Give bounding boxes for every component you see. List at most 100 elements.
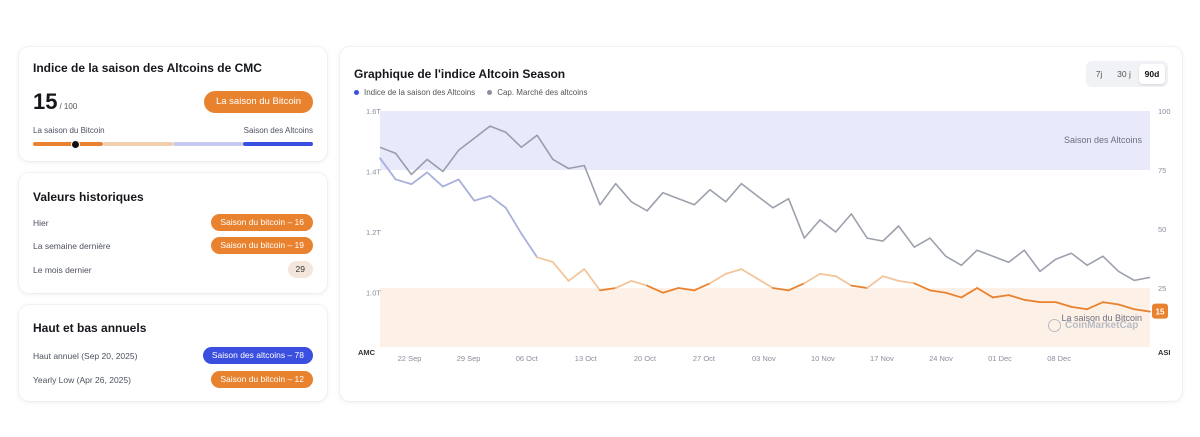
index-line-segment — [473, 195, 491, 202]
index-line-segment — [1070, 305, 1089, 311]
index-line-segment — [1086, 301, 1104, 311]
altcoin-season-chart: Saison des Altcoins La saison du Bitcoin 1… — [358, 107, 1171, 363]
annual-high-low-card: Haut et bas annuels Haut annuel (Sep 20,… — [19, 305, 327, 401]
historical-row-label: La semaine dernière — [33, 240, 111, 251]
index-line-segment — [866, 275, 884, 289]
index-line-segment — [410, 171, 429, 186]
index-line-segment — [583, 268, 601, 292]
chart-legend: Indice de la saison des Altcoins Cap. Ma… — [354, 88, 587, 97]
market-cap-line — [379, 125, 1151, 282]
chart-card: Graphique de l'indice Altcoin Season Ind… — [340, 47, 1182, 401]
index-line-segment — [567, 268, 586, 282]
x-tick: 22 Sep — [398, 354, 422, 363]
index-value-max: / 100 — [59, 102, 78, 111]
index-line-segment — [803, 272, 821, 285]
index-line-segment — [976, 287, 994, 299]
index-line-segment — [551, 261, 570, 282]
gauge-left-label: La saison du Bitcoin — [33, 126, 105, 135]
index-line-segment — [881, 275, 900, 282]
season-status-badge: La saison du Bitcoin — [203, 91, 313, 113]
x-tick: 01 Dec — [988, 354, 1012, 363]
legend-item-cap[interactable]: Cap. Marché des altcoins — [487, 88, 587, 97]
annual-row-label: Yearly Low (Apr 26, 2025) — [33, 374, 131, 385]
y-right-tick: 25 — [1158, 284, 1166, 293]
index-line-segment — [661, 287, 680, 294]
index-line-segment — [787, 282, 806, 292]
historical-row-last-week: La semaine dernière Saison du bitcoin – … — [33, 237, 313, 254]
index-line-segment — [944, 291, 963, 299]
historical-row-badge: Saison du bitcoin – 16 — [211, 214, 313, 231]
index-line-segment — [489, 195, 507, 209]
x-tick: 06 Oct — [516, 354, 539, 363]
annual-row-low: Yearly Low (Apr 26, 2025) Saison du bitc… — [33, 371, 313, 388]
index-line-segment — [599, 287, 617, 292]
current-value-label: 15 — [1156, 308, 1165, 317]
index-line-segment — [756, 277, 774, 289]
index-card-title: Indice de la saison des Altcoins de CMC — [33, 61, 262, 75]
annual-row-label: Haut annuel (Sep 20, 2025) — [33, 350, 138, 361]
range-7d-button[interactable]: 7j — [1095, 69, 1103, 79]
current-value-badge — [1152, 303, 1168, 319]
historical-row-badge: 29 — [287, 261, 313, 278]
historical-row-yesterday: Hier Saison du bitcoin – 16 — [33, 214, 313, 231]
historical-title: Valeurs historiques — [33, 190, 144, 204]
index-line-segment — [394, 178, 413, 186]
annual-title: Haut et bas annuels — [33, 321, 147, 335]
season-gauge — [33, 139, 313, 149]
altcoin-index-card: Indice de la saison des Altcoins de CMC … — [19, 47, 327, 161]
x-tick: 13 Oct — [575, 354, 598, 363]
y-left-tick: 1.0T — [366, 289, 381, 298]
gauge-marker — [70, 139, 80, 149]
index-line-segment — [1133, 308, 1151, 313]
x-tick: 03 Nov — [752, 354, 776, 363]
bitcoin-zone-label: La saison du Bitcoin — [1061, 313, 1142, 323]
range-90d-button[interactable]: 90d — [1139, 64, 1165, 84]
legend-label: Cap. Marché des altcoins — [497, 88, 588, 97]
left-axis-unit: AMC — [358, 348, 376, 357]
index-line-segment — [614, 280, 633, 289]
legend-dot — [354, 90, 359, 95]
annual-row-high: Haut annuel (Sep 20, 2025) Saison des al… — [33, 347, 313, 364]
x-tick: 29 Sep — [457, 354, 481, 363]
index-line-segment — [1023, 298, 1041, 304]
index-line-segment — [724, 268, 743, 275]
x-tick: 08 Dec — [1047, 354, 1071, 363]
index-line-segment — [693, 282, 711, 292]
altcoin-zone-label: Saison des Altcoins — [1064, 135, 1143, 145]
index-line-segment — [630, 280, 649, 287]
y-right-tick: 50 — [1158, 225, 1166, 234]
annual-row-badge: Saison du bitcoin – 12 — [211, 371, 313, 388]
index-line-segment — [991, 294, 1010, 299]
index-line-segment — [457, 178, 476, 202]
gauge-right-label: Saison des Altcoins — [243, 126, 313, 135]
cmc-logo-icon — [1048, 319, 1061, 332]
historical-row-last-month: Le mois dernier 29 — [33, 261, 313, 278]
x-tick: 24 Nov — [929, 354, 953, 363]
range-30d-button[interactable]: 30 j — [1117, 69, 1131, 79]
index-line-segment — [850, 284, 869, 289]
index-line-segment — [677, 287, 696, 292]
index-line-segment — [740, 268, 759, 280]
index-line-segment — [441, 178, 460, 188]
index-line-segment — [646, 284, 664, 294]
coinmarketcap-watermark: CoinMarketCap — [1048, 319, 1138, 332]
index-line-segment — [426, 171, 444, 188]
historical-row-label: Le mois dernier — [33, 264, 92, 275]
legend-item-index[interactable]: Indice de la saison des Altcoins — [354, 88, 475, 97]
index-line-segment — [1117, 303, 1136, 311]
index-value: 15/ 100 — [33, 89, 77, 115]
legend-dot — [487, 90, 493, 95]
index-line-segment — [1101, 301, 1120, 306]
index-line-segment — [504, 206, 523, 235]
x-tick: 20 Oct — [634, 354, 657, 363]
index-line-segment — [709, 272, 727, 285]
range-selector: 7j 30 j 90d — [1086, 61, 1168, 87]
index-line-segment — [771, 287, 790, 292]
y-right-tick: 75 — [1158, 166, 1166, 175]
index-line-segment — [913, 282, 931, 292]
index-line-segment — [929, 289, 947, 294]
index-value-number: 15 — [33, 89, 58, 114]
index-line-segment — [960, 287, 979, 299]
bitcoin-season-zone — [380, 288, 1150, 347]
legend-label: Indice de la saison des Altcoins — [364, 88, 476, 97]
